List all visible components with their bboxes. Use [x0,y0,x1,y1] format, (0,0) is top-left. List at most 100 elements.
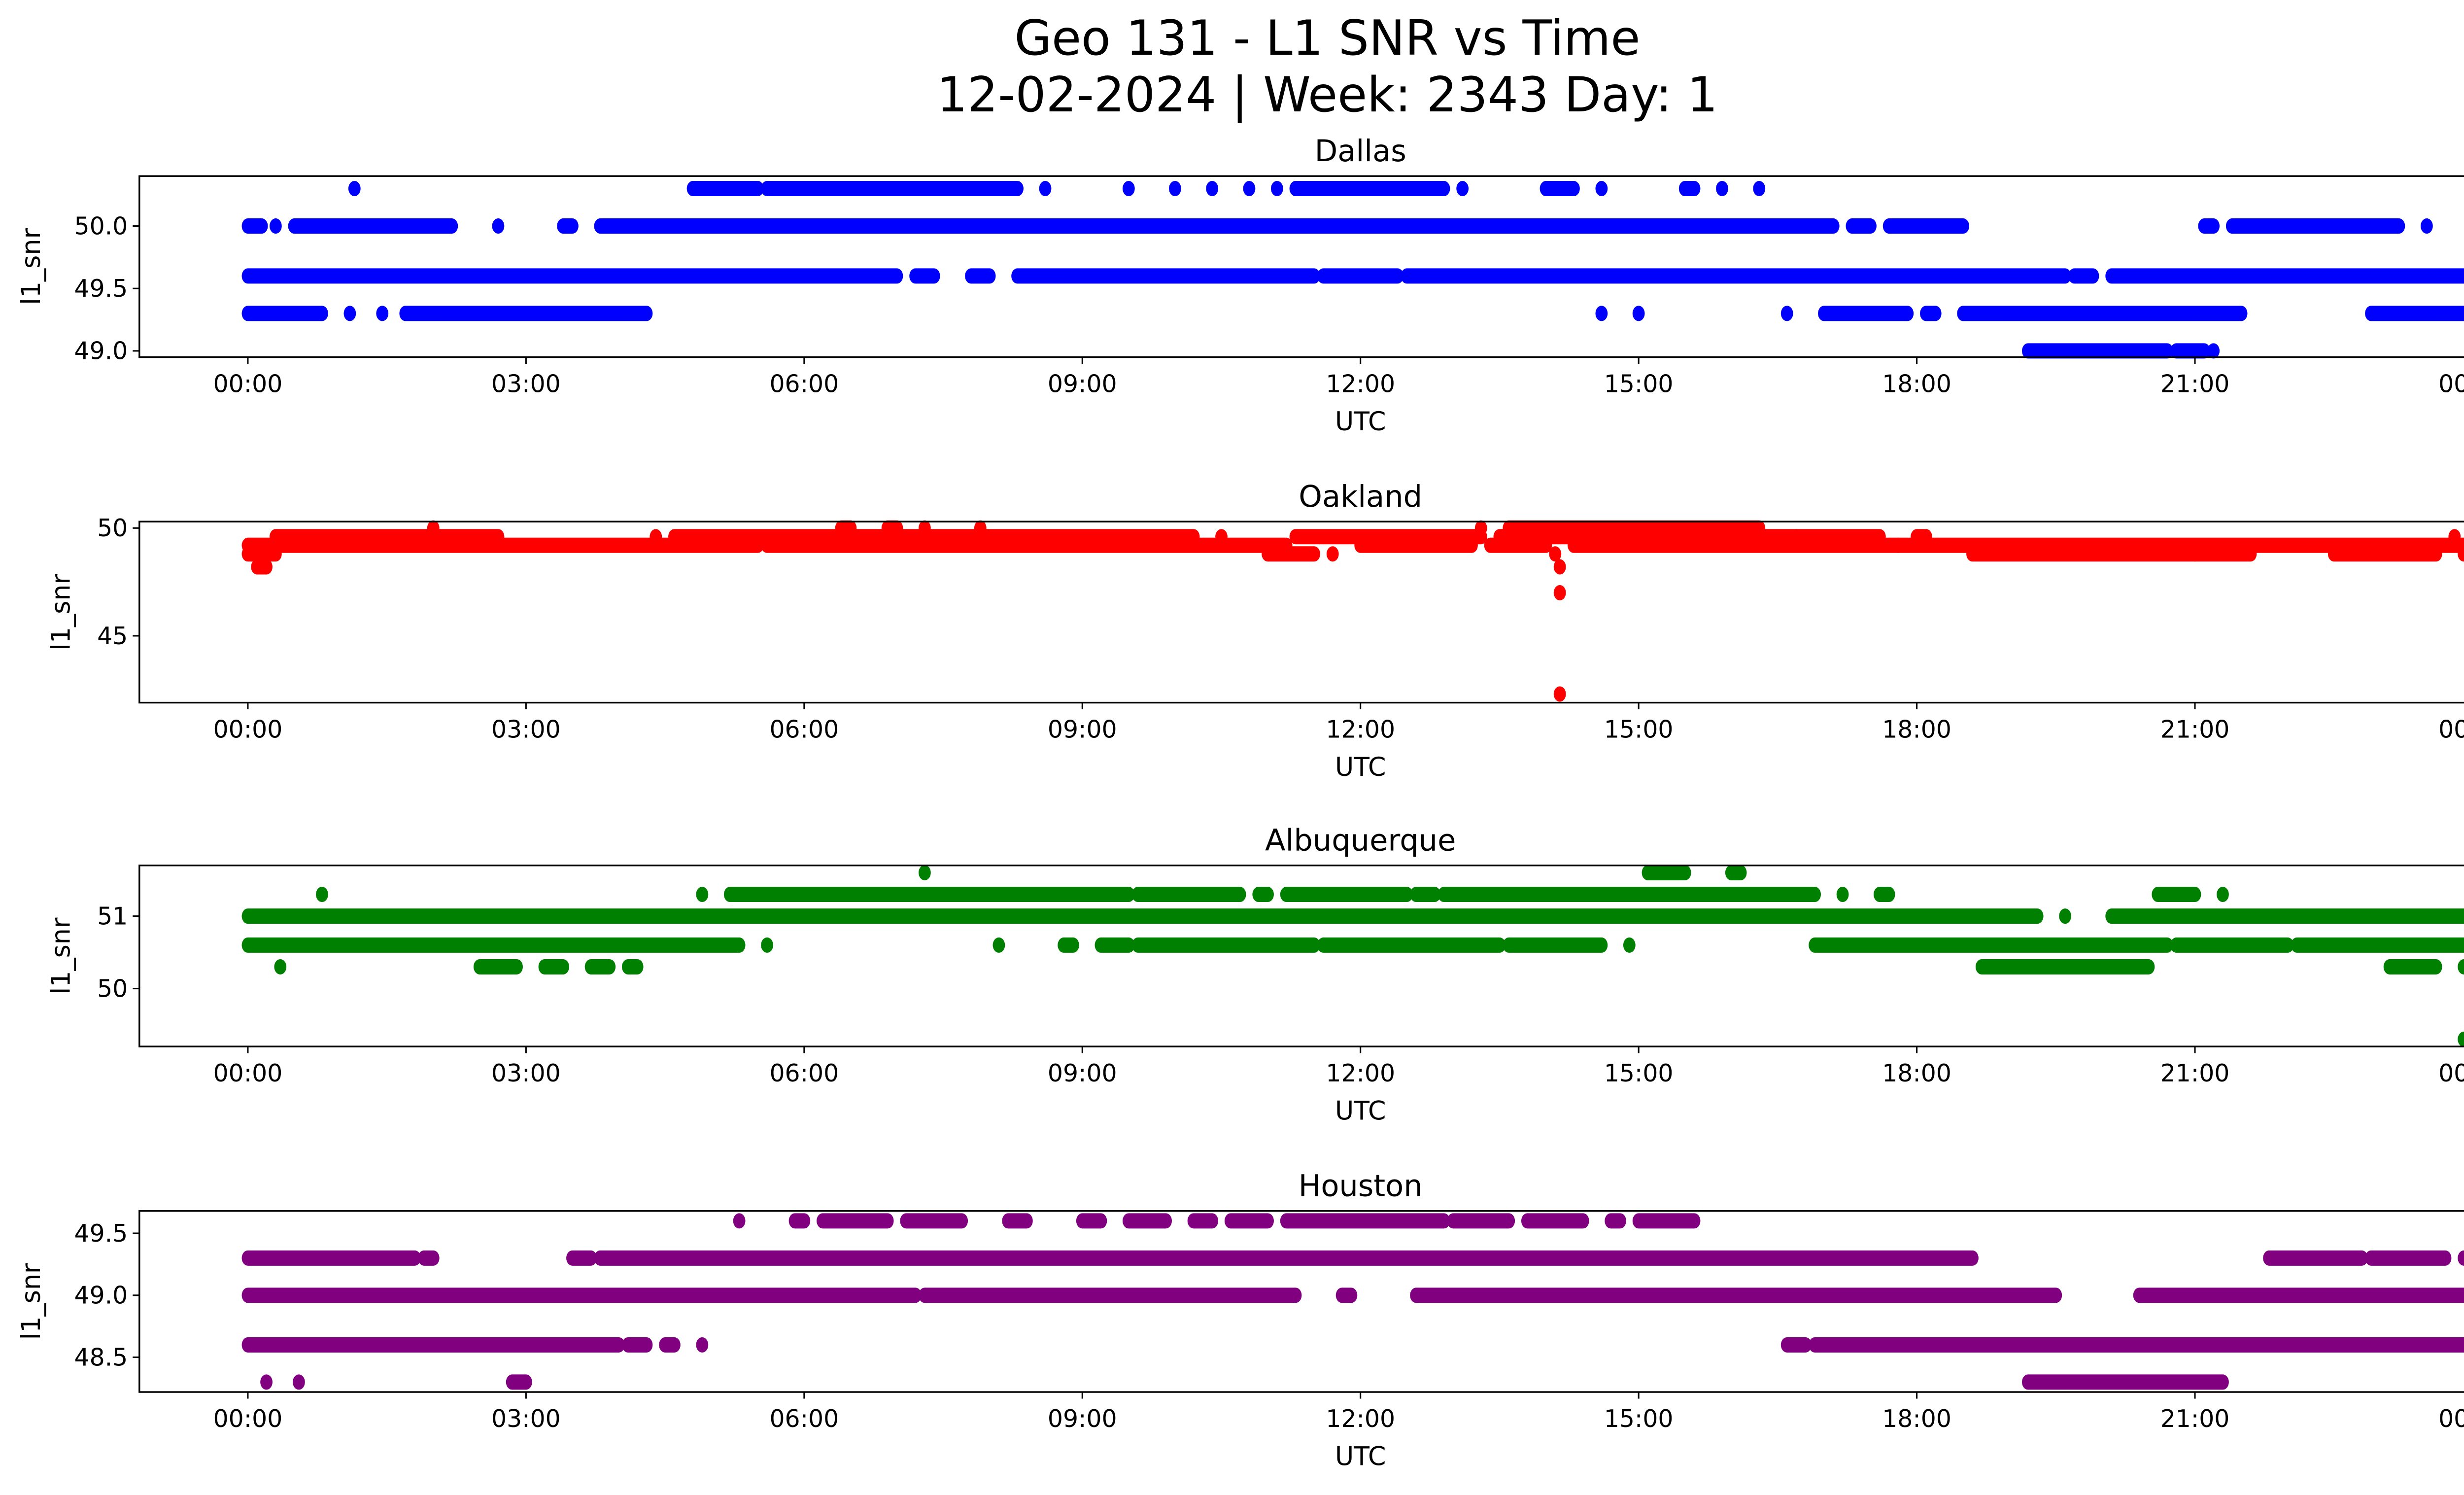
data-points [241,1213,2464,1390]
data-point [1595,181,1608,197]
data-point [1122,181,1135,197]
data-points [241,181,2464,359]
x-tick-label: 03:00 [491,1405,561,1433]
data-point [1836,887,1849,903]
x-tick-label: 09:00 [1048,370,1117,398]
data-run [594,1250,1979,1266]
x-tick-label: 15:00 [1604,370,1674,398]
data-points [241,865,2464,1047]
chart-title: Geo 131 - L1 SNR vs Time [1014,10,1640,67]
data-run [241,268,903,284]
data-run [2105,908,2464,924]
data-point [492,218,505,234]
data-run [965,268,996,284]
data-run [2198,218,2220,234]
data-run [1280,1213,1450,1229]
x-tick-label: 00:00 [213,370,283,398]
data-run [1401,268,2072,284]
data-run [2170,937,2294,953]
data-run [1632,1213,1701,1229]
subplots: Dallas 49.0 49.5 50.0 00:00 03:00 06:00 09:00 12… [17,134,2464,1471]
data-point [919,865,931,880]
x-tick-label: 21:00 [2160,370,2230,398]
y-tick-label: 50 [97,514,128,542]
data-run [1568,537,1905,553]
x-tick-label: 03:00 [491,1059,561,1087]
subplot-title: Houston [1299,1169,1423,1203]
data-run [288,218,458,234]
data-run [686,181,764,197]
data-run [1725,865,1747,880]
x-tick-label: 09:00 [1048,1405,1117,1433]
data-run [1262,546,1321,562]
data-run [1957,306,2248,321]
data-run [1131,937,1321,953]
chart-subtitle: 12-02-2024 | Week: 2343 Day: 1 [937,67,1718,123]
x-tick-label: 21:00 [2160,715,2230,743]
data-point [316,887,328,903]
data-run [2365,1250,2452,1266]
data-point [761,937,773,953]
data-point [2458,1031,2464,1047]
data-point [696,1337,709,1353]
x-tick-label: 00:00 [2438,370,2464,398]
y-axis-label: l1_snr [17,1263,46,1340]
y-tick-label: 48.5 [74,1343,128,1371]
subplot-dallas: Dallas 49.0 49.5 50.0 00:00 03:00 06:00 09:00 12… [17,134,2464,437]
x-tick-label: 06:00 [769,715,839,743]
data-run [566,1250,597,1266]
data-point [1632,306,1645,321]
data-run [900,1213,968,1229]
data-point [343,306,356,321]
x-tick-label: 09:00 [1048,715,1117,743]
data-run [1678,181,1701,197]
data-run [1846,218,1877,234]
x-tick-label: 18:00 [1882,1405,1951,1433]
data-run [538,959,570,974]
data-point [376,306,389,321]
data-point [260,1374,273,1390]
data-run [1920,306,1942,321]
data-run [506,1374,532,1390]
data-point [269,218,282,234]
data-point [1549,546,1562,562]
data-run [473,959,523,974]
data-run [1289,181,1450,197]
data-point [1206,181,1219,197]
subplot-title: Dallas [1315,134,1406,169]
data-point [1716,181,1728,197]
x-axis-label: UTC [1335,753,1386,782]
x-tick-label: 12:00 [1326,1059,1395,1087]
data-point [348,181,361,197]
data-point [1623,937,1636,953]
data-run [241,218,268,234]
x-tick-label: 15:00 [1604,1405,1674,1433]
data-point [1553,559,1566,575]
x-tick-label: 03:00 [491,715,561,743]
y-tick-label: 50 [97,974,128,1003]
data-run [1011,268,1321,284]
x-tick-label: 06:00 [769,1059,839,1087]
data-run [251,559,273,575]
x-tick-label: 09:00 [1048,1059,1117,1087]
data-run [1437,887,1821,903]
data-run [399,306,653,321]
data-run [1642,865,1691,880]
data-run [1540,181,1580,197]
data-run [1882,218,1970,234]
data-point [1169,181,1181,197]
data-run [723,887,1135,903]
data-run [557,218,579,234]
x-tick-label: 00:00 [213,1059,283,1087]
data-run [1447,1213,1515,1229]
data-run [2327,546,2442,562]
data-run [584,959,616,974]
x-axis-label: UTC [1335,1442,1386,1471]
data-point [1753,181,1766,197]
data-point [293,1374,305,1390]
data-run [1076,1213,1107,1229]
subplot-albuquerque: Albuquerque 50 51 00:00 03:00 06:00 09:00 12:00… [46,823,2464,1126]
data-point [2207,343,2220,359]
